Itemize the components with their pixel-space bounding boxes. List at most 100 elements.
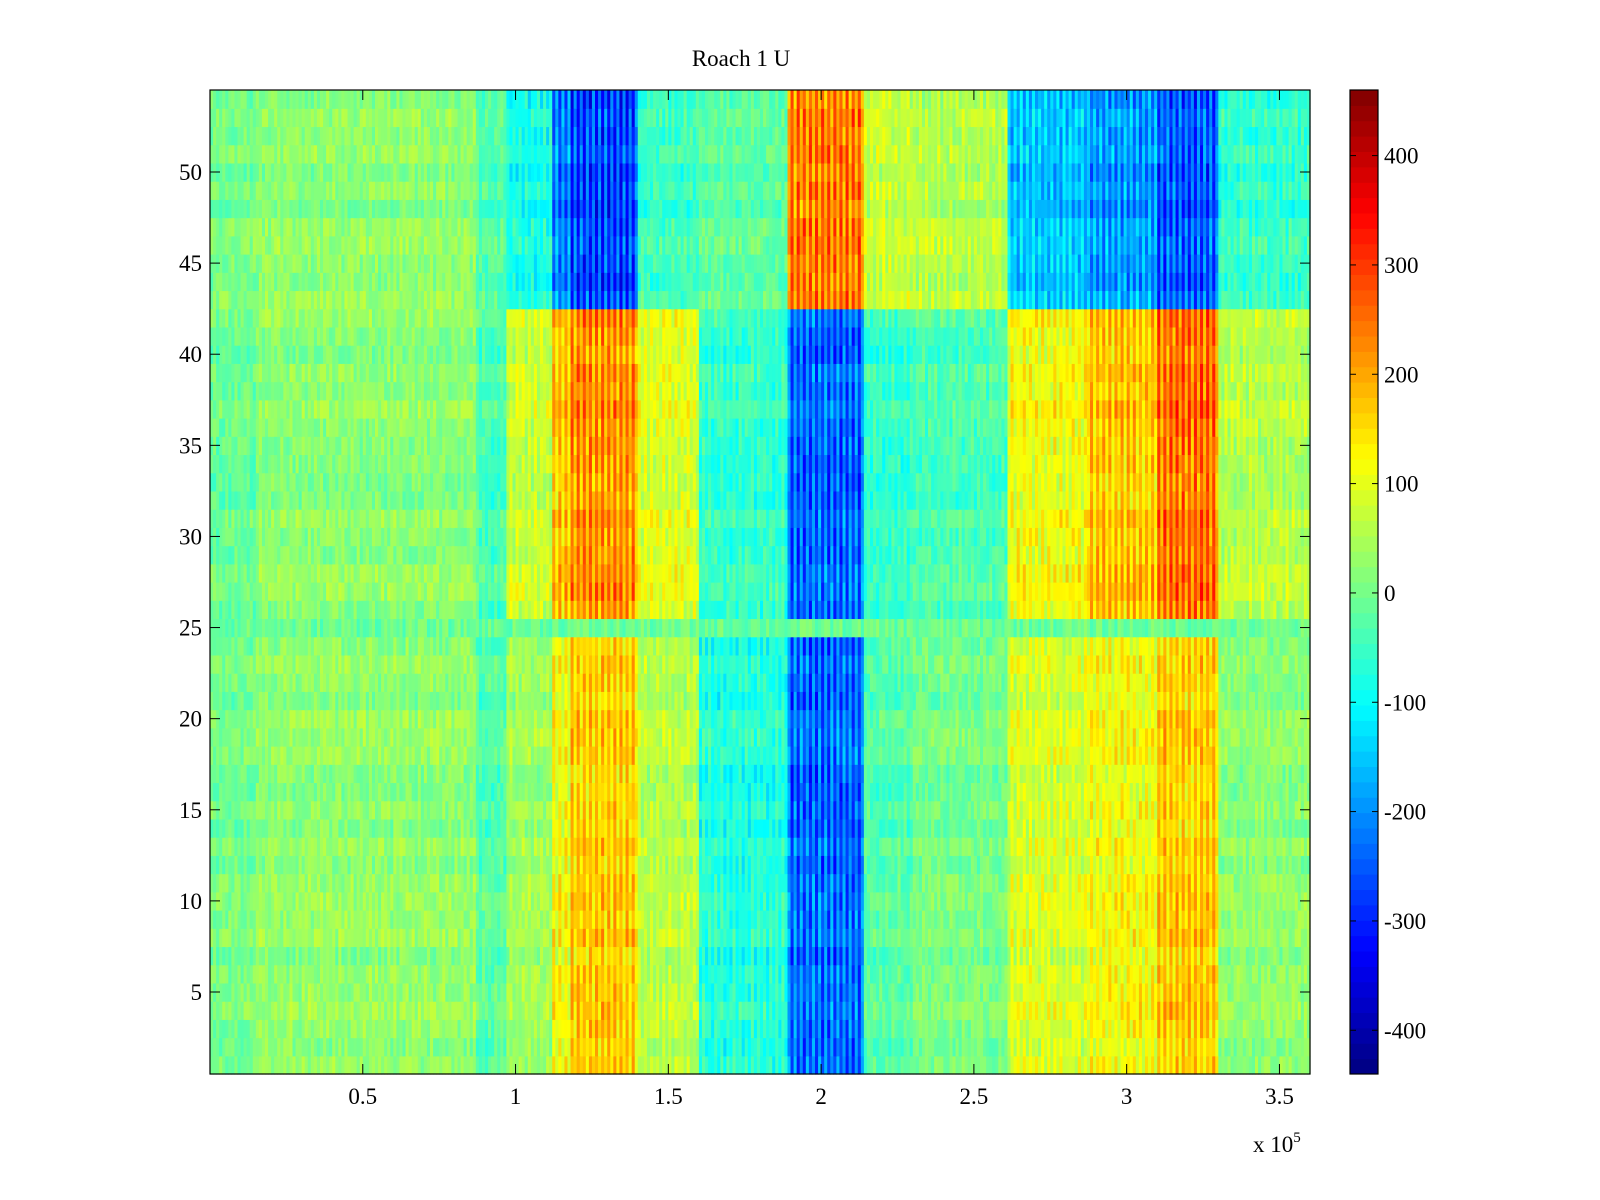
heatmap-cell <box>326 837 330 856</box>
heatmap-cell <box>1227 873 1232 893</box>
heatmap-cell <box>252 982 257 1002</box>
heatmap-cell <box>1251 910 1256 929</box>
heatmap-cell <box>585 891 590 911</box>
heatmap-cell <box>1062 1037 1067 1057</box>
heatmap-cell <box>698 891 703 911</box>
heatmap-cell <box>426 964 431 984</box>
heatmap-cell <box>976 946 981 966</box>
heatmap-cell <box>668 891 672 911</box>
heatmap-cell <box>552 837 556 856</box>
heatmap-cell <box>295 1037 300 1057</box>
heatmap-cell <box>689 946 694 966</box>
heatmap-cell <box>433 982 437 1002</box>
heatmap-cell <box>900 928 905 948</box>
heatmap-cell <box>524 1019 529 1039</box>
heatmap-cell <box>543 1037 547 1057</box>
heatmap-cell <box>1053 910 1057 929</box>
heatmap-cell <box>818 837 822 856</box>
heatmap-cell <box>940 891 944 911</box>
heatmap-cell <box>420 946 425 966</box>
heatmap-cell <box>1258 928 1262 948</box>
heatmap-cell <box>607 891 611 911</box>
heatmap-cell <box>735 891 740 911</box>
heatmap-cell <box>637 964 642 984</box>
heatmap-cell <box>891 1055 896 1075</box>
heatmap-cell <box>1160 1037 1164 1057</box>
heatmap-cell <box>1172 946 1177 966</box>
heatmap-cell <box>457 928 462 948</box>
heatmap-cell <box>1010 1019 1015 1039</box>
heatmap-cell <box>1105 1037 1109 1057</box>
heatmap-cell <box>643 928 648 948</box>
heatmap-cell <box>726 964 731 984</box>
heatmap-cell <box>558 1019 562 1039</box>
heatmap-cell <box>1114 964 1119 984</box>
heatmap-cell <box>659 891 663 911</box>
heatmap-cell <box>442 837 446 856</box>
heatmap-cell <box>1090 946 1094 966</box>
heatmap-cell <box>515 891 520 911</box>
heatmap-cell <box>1083 891 1088 911</box>
heatmap-cell <box>1135 1037 1140 1057</box>
heatmap-cell <box>601 928 605 948</box>
heatmap-cell <box>1221 946 1226 966</box>
heatmap-cell <box>873 1019 877 1039</box>
heatmap-cell <box>1099 910 1103 929</box>
heatmap-cell <box>732 1019 737 1039</box>
heatmap-cell <box>280 928 284 948</box>
heatmap-cell <box>402 1055 407 1075</box>
heatmap-cell <box>570 1055 575 1075</box>
heatmap-cell <box>353 1037 358 1057</box>
heatmap-cell <box>970 1055 975 1075</box>
heatmap-cell <box>1141 891 1146 911</box>
heatmap-cell <box>225 891 229 911</box>
heatmap-cell <box>616 837 621 856</box>
heatmap-cell <box>567 837 572 856</box>
heatmap-cell <box>515 1001 520 1020</box>
heatmap-cell <box>530 928 535 948</box>
heatmap-cell <box>527 1037 532 1057</box>
heatmap-cell <box>726 855 731 875</box>
heatmap-cell <box>222 910 226 929</box>
heatmap-cell <box>1059 855 1064 875</box>
heatmap-cell <box>918 928 923 948</box>
heatmap-cell <box>598 928 602 948</box>
heatmap-cell <box>778 964 782 984</box>
heatmap-cell <box>585 910 590 929</box>
heatmap-cell <box>1007 982 1012 1002</box>
heatmap-cell <box>1258 873 1262 893</box>
heatmap-cell <box>793 1001 798 1020</box>
heatmap-cell <box>579 964 584 984</box>
heatmap-cell <box>1090 928 1094 948</box>
heatmap-cell <box>341 1001 346 1020</box>
heatmap-cell <box>1163 910 1167 929</box>
heatmap-cell <box>1065 1001 1070 1020</box>
heatmap-cell <box>240 855 245 875</box>
heatmap-cell <box>558 855 562 875</box>
heatmap-cell <box>451 1037 456 1057</box>
heatmap-cell <box>897 964 902 984</box>
heatmap-cell <box>607 910 611 929</box>
heatmap-cell <box>277 964 281 984</box>
heatmap-cell <box>274 1019 278 1039</box>
heatmap-cell <box>741 928 746 948</box>
heatmap-cell <box>622 855 627 875</box>
heatmap-cell <box>1099 1001 1103 1020</box>
heatmap-cell <box>787 855 792 875</box>
heatmap-cell <box>338 964 342 984</box>
heatmap-cell <box>225 1019 229 1039</box>
heatmap-cell <box>894 946 899 966</box>
heatmap-cell <box>949 910 954 929</box>
heatmap-cell <box>1215 1037 1219 1057</box>
heatmap-cell <box>396 910 401 929</box>
heatmap-cell <box>1086 1001 1091 1020</box>
heatmap-cell <box>1013 928 1018 948</box>
heatmap-cell <box>802 1019 807 1039</box>
heatmap-cell <box>301 982 306 1002</box>
heatmap-cell <box>970 1037 975 1057</box>
heatmap-cell <box>680 910 685 929</box>
heatmap-cell <box>601 855 605 875</box>
heatmap-cell <box>750 982 755 1002</box>
heatmap-cell <box>295 928 300 948</box>
heatmap-cell <box>1016 891 1021 911</box>
